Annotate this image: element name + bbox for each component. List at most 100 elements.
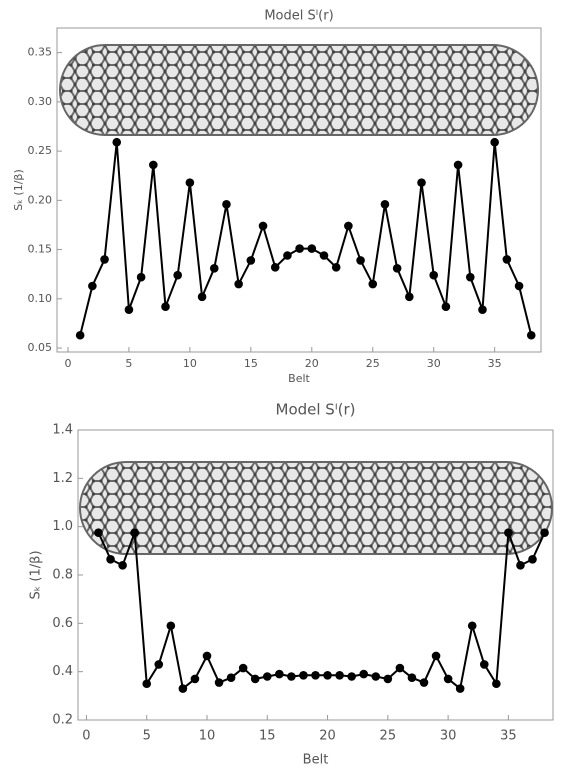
x-tick-label: 15 xyxy=(244,357,258,370)
y-tick-label: 0.4 xyxy=(52,664,73,679)
data-point xyxy=(432,652,441,661)
data-point xyxy=(239,664,248,673)
y-tick-label: 0.20 xyxy=(28,193,53,206)
x-tick-label: 10 xyxy=(183,357,197,370)
x-tick-label: 5 xyxy=(143,729,151,744)
data-point xyxy=(112,138,121,147)
data-point xyxy=(466,273,475,282)
data-point xyxy=(308,244,317,253)
data-point xyxy=(299,671,308,680)
x-tick-label: 15 xyxy=(259,729,276,744)
data-point xyxy=(408,673,417,682)
data-point xyxy=(332,263,341,272)
x-tick-label: 20 xyxy=(319,729,336,744)
data-point xyxy=(323,671,332,680)
data-point xyxy=(88,282,97,291)
data-point xyxy=(137,273,146,282)
data-point xyxy=(359,670,368,679)
data-point xyxy=(295,244,304,253)
x-axis-label: Belt xyxy=(303,753,329,768)
data-point xyxy=(540,528,549,537)
x-tick-label: 25 xyxy=(366,357,380,370)
data-point xyxy=(515,282,524,291)
data-point xyxy=(149,161,158,170)
y-tick-label: 0.25 xyxy=(28,144,53,157)
data-point xyxy=(215,678,224,687)
data-point xyxy=(259,222,268,231)
x-tick-label: 35 xyxy=(500,729,517,744)
figure: Model Sᴵ(r) Belt Sₖ (1/β) 0.05 0.10 0.15 0.20 0… xyxy=(0,0,569,770)
data-point xyxy=(356,256,365,265)
data-point xyxy=(106,555,115,564)
data-point xyxy=(118,561,127,570)
data-point xyxy=(528,555,537,564)
y-tick-label: 1.2 xyxy=(52,471,73,486)
data-point xyxy=(271,263,280,272)
data-point xyxy=(227,673,236,682)
y-axis-label: Sₖ (1/β) xyxy=(12,169,25,210)
data-point xyxy=(417,178,426,187)
data-point xyxy=(100,255,109,264)
data-point xyxy=(263,672,272,681)
x-tick-label: 0 xyxy=(82,729,90,744)
chart-title: Model Sᴵ(r) xyxy=(264,9,333,24)
data-point xyxy=(320,251,329,260)
y-tick-label: 1.0 xyxy=(52,519,73,534)
data-point xyxy=(420,678,429,687)
data-point xyxy=(368,280,377,289)
y-tick-label: 0.35 xyxy=(28,46,53,59)
data-point xyxy=(444,675,453,684)
y-tick-label: 0.8 xyxy=(52,568,73,583)
data-point xyxy=(442,302,451,311)
data-point xyxy=(384,675,393,684)
data-point xyxy=(478,305,487,314)
data-point xyxy=(504,528,513,537)
data-point xyxy=(161,302,170,311)
data-point xyxy=(381,200,390,209)
data-line xyxy=(80,142,531,335)
data-point xyxy=(234,280,243,289)
x-axis-label: Belt xyxy=(288,372,310,385)
nanotube-image xyxy=(80,462,552,554)
data-point xyxy=(311,671,320,680)
y-tick-label: 1.4 xyxy=(52,423,73,438)
data-point xyxy=(396,664,405,673)
data-point xyxy=(492,679,501,688)
data-point xyxy=(283,251,292,260)
data-point xyxy=(527,331,536,340)
data-line xyxy=(98,533,544,689)
data-point xyxy=(344,222,353,231)
data-point xyxy=(393,264,402,273)
data-point xyxy=(130,528,139,537)
data-point xyxy=(275,670,284,679)
y-tick-label: 0.10 xyxy=(28,292,53,305)
data-point xyxy=(167,621,176,630)
data-point xyxy=(516,561,525,570)
data-point xyxy=(94,528,103,537)
data-point xyxy=(468,621,477,630)
x-tick-label: 30 xyxy=(440,729,457,744)
data-point xyxy=(76,331,85,340)
data-point xyxy=(405,293,414,302)
data-point xyxy=(335,671,344,680)
data-point xyxy=(287,672,296,681)
data-point xyxy=(429,271,438,280)
data-point xyxy=(203,652,212,661)
data-point xyxy=(371,672,380,681)
data-point xyxy=(480,660,489,669)
data-point xyxy=(347,672,356,681)
x-tick-label: 10 xyxy=(199,729,216,744)
data-point xyxy=(503,255,512,264)
y-tick-label: 0.6 xyxy=(52,616,73,631)
chart-title: Model Sᴵ(r) xyxy=(276,401,356,419)
y-axis-label: Sₖ (1/β) xyxy=(29,550,44,599)
data-point xyxy=(222,200,231,209)
data-point xyxy=(154,660,163,669)
y-tick-label: 0.15 xyxy=(28,243,53,256)
data-point xyxy=(198,293,207,302)
data-point xyxy=(490,138,499,147)
x-tick-label: 0 xyxy=(64,357,71,370)
y-tick-label: 0.05 xyxy=(28,341,53,354)
x-tick-label: 35 xyxy=(488,357,502,370)
x-tick-label: 20 xyxy=(305,357,319,370)
